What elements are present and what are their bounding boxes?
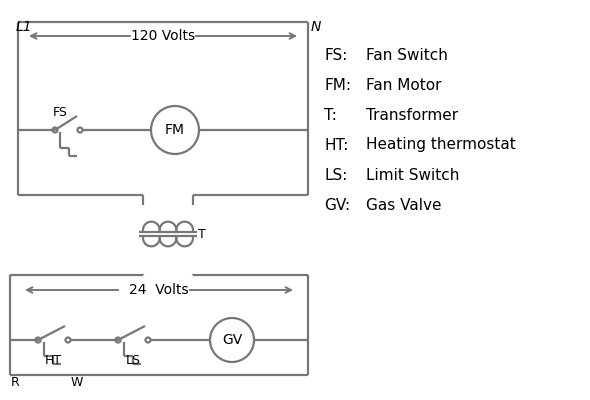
- Text: Transformer: Transformer: [366, 108, 458, 122]
- Text: 24  Volts: 24 Volts: [129, 283, 189, 297]
- Text: GV:: GV:: [324, 198, 350, 212]
- Text: Heating thermostat: Heating thermostat: [366, 138, 516, 152]
- Text: Fan Motor: Fan Motor: [366, 78, 441, 92]
- Text: GV: GV: [222, 333, 242, 347]
- Text: FS:: FS:: [324, 48, 348, 62]
- Text: 120 Volts: 120 Volts: [131, 29, 195, 43]
- Text: W: W: [71, 376, 83, 390]
- Text: FS: FS: [53, 106, 68, 118]
- Text: LS: LS: [126, 354, 140, 366]
- Text: R: R: [11, 376, 19, 390]
- Text: N: N: [311, 20, 322, 34]
- Text: T:: T:: [324, 108, 337, 122]
- Text: FM:: FM:: [324, 78, 351, 92]
- Text: Gas Valve: Gas Valve: [366, 198, 441, 212]
- Text: Limit Switch: Limit Switch: [366, 168, 460, 182]
- Text: FM: FM: [165, 123, 185, 137]
- Text: LS:: LS:: [324, 168, 348, 182]
- Text: HT: HT: [44, 354, 61, 366]
- Text: T: T: [198, 228, 206, 240]
- Text: HT:: HT:: [324, 138, 348, 152]
- Text: Fan Switch: Fan Switch: [366, 48, 448, 62]
- Text: L1: L1: [16, 20, 32, 34]
